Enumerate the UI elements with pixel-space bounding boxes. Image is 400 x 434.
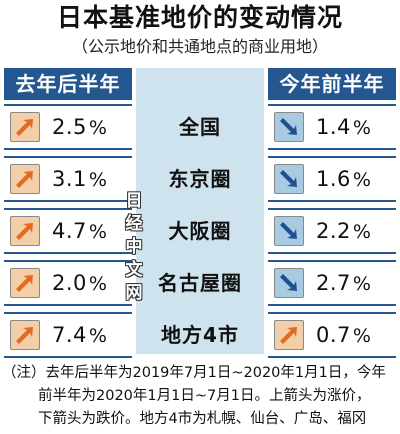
region-label: 全国 — [179, 115, 221, 139]
change-number: 0.7 — [316, 323, 351, 347]
percent-unit: % — [88, 221, 108, 243]
region-label: 大阪圈 — [168, 219, 232, 243]
percent-unit: % — [88, 169, 108, 191]
up-arrow-icon — [10, 268, 40, 298]
percent-unit: % — [88, 117, 108, 139]
current-half-cell: 1.6% — [268, 156, 396, 202]
change-value: 2.7% — [316, 271, 371, 295]
watermark-char: 经 — [125, 214, 143, 234]
down-arrow-icon — [274, 164, 304, 194]
percent-unit: % — [352, 169, 372, 191]
footnote-line-3: 下箭头为跌价。地方4市为札幌、仙台、广岛、福冈 — [38, 411, 367, 427]
chart-title: 日本基准地价的变动情况 — [56, 3, 343, 32]
change-value: 0.7% — [316, 323, 371, 347]
change-value: 1.4% — [316, 115, 371, 139]
previous-half-cell: 2.5% — [4, 104, 132, 150]
change-value: 2.5% — [52, 115, 107, 139]
watermark-char: 日 — [125, 191, 143, 211]
change-number: 4.7 — [52, 219, 87, 243]
change-number: 2.5 — [52, 115, 87, 139]
header-previous-half: 去年后半年 — [4, 68, 132, 100]
percent-unit: % — [88, 325, 108, 347]
percent-unit: % — [352, 221, 372, 243]
previous-half-cell: 7.4% — [4, 312, 132, 358]
previous-half-cell: 3.1% — [4, 156, 132, 202]
region-label: 东京圈 — [168, 167, 232, 191]
change-number: 2.2 — [316, 219, 351, 243]
change-number: 2.0 — [52, 271, 87, 295]
down-arrow-icon — [274, 112, 304, 142]
previous-half-cell: 2.0% — [4, 260, 132, 306]
watermark: 日经中文网 — [122, 190, 146, 305]
change-value: 7.4% — [52, 323, 107, 347]
chart-subtitle: （公示地价和共通地点的商业用地） — [71, 37, 328, 56]
watermark-char: 网 — [125, 283, 143, 303]
footnote: （注） 去年后半年为2019年7月1日~2020年1月1日，今年 前半年为202… — [2, 362, 398, 431]
change-number: 2.7 — [316, 271, 351, 295]
change-value: 2.0% — [52, 271, 107, 295]
change-value: 2.2% — [316, 219, 371, 243]
down-arrow-icon — [274, 216, 304, 246]
change-value: 4.7% — [52, 219, 107, 243]
up-arrow-icon — [10, 112, 40, 142]
up-arrow-icon — [274, 320, 304, 350]
change-value: 3.1% — [52, 167, 107, 191]
up-arrow-icon — [10, 164, 40, 194]
up-arrow-icon — [10, 216, 40, 246]
percent-unit: % — [352, 273, 372, 295]
percent-unit: % — [88, 273, 108, 295]
footnote-line-2: 前半年为2020年1月1日~7月1日。上箭头为涨价， — [38, 388, 371, 404]
region-column-band — [136, 68, 264, 354]
footnote-label: （注） — [2, 365, 46, 381]
change-number: 1.6 — [316, 167, 351, 191]
footnote-line-1: 去年后半年为2019年7月1日~2020年1月1日，今年 — [45, 365, 386, 381]
region-label: 名古屋圈 — [158, 271, 242, 295]
percent-unit: % — [352, 325, 372, 347]
region-label: 地方4市 — [161, 323, 239, 347]
change-number: 1.4 — [316, 115, 351, 139]
current-half-cell: 1.4% — [268, 104, 396, 150]
up-arrow-icon — [10, 320, 40, 350]
watermark-char: 文 — [125, 260, 143, 280]
down-arrow-icon — [274, 268, 304, 298]
percent-unit: % — [352, 117, 372, 139]
watermark-char: 中 — [125, 237, 143, 257]
previous-half-cell: 4.7% — [4, 208, 132, 254]
change-number: 7.4 — [52, 323, 87, 347]
change-value: 1.6% — [316, 167, 371, 191]
current-half-cell: 2.7% — [268, 260, 396, 306]
current-half-cell: 0.7% — [268, 312, 396, 358]
change-number: 3.1 — [52, 167, 87, 191]
header-current-half: 今年前半年 — [268, 68, 396, 100]
current-half-cell: 2.2% — [268, 208, 396, 254]
